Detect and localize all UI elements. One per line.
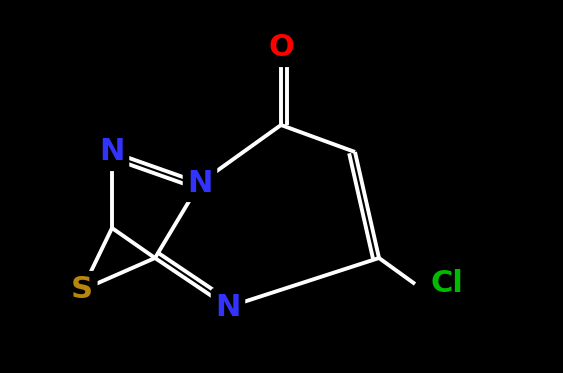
Text: N: N (215, 292, 241, 322)
Text: S: S (71, 276, 93, 304)
Text: N: N (99, 138, 124, 166)
Text: N: N (187, 169, 213, 197)
Text: O: O (268, 34, 294, 63)
Text: Cl: Cl (431, 270, 463, 298)
